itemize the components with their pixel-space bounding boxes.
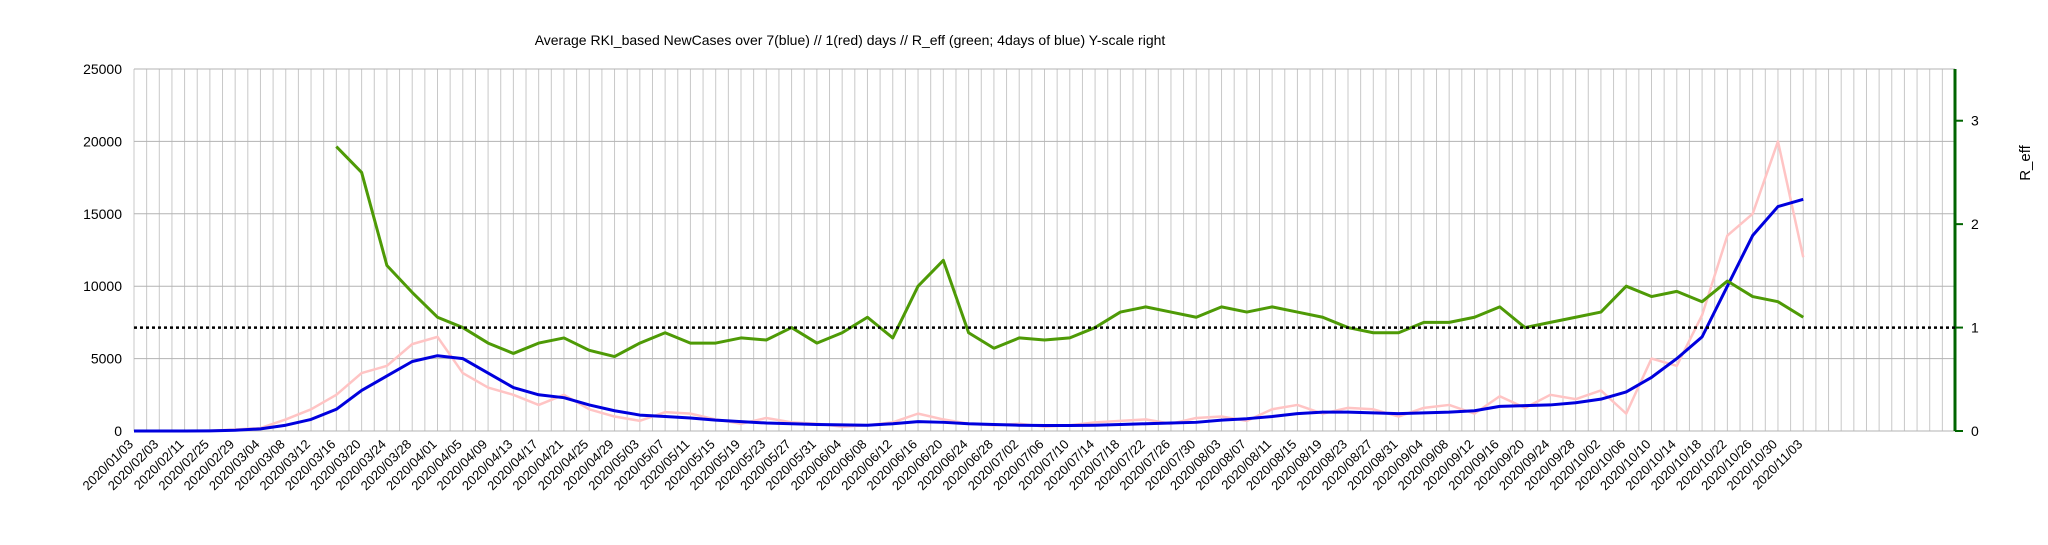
series-line [134, 197, 1804, 433]
y-tick-label: 15000 [83, 206, 122, 222]
y2-tick-label: 2 [1971, 216, 1979, 232]
y-tick-label: 10000 [83, 278, 122, 294]
y-tick-label: 25000 [83, 61, 122, 77]
y-tick-label: 5000 [91, 351, 122, 367]
y2-tick-label: 1 [1971, 320, 1979, 336]
y-tick-label: 0 [114, 423, 122, 439]
y-tick-label: 20000 [83, 133, 122, 149]
y2-tick-label: 3 [1971, 113, 1979, 129]
y2-tick-label: 0 [1971, 423, 1979, 439]
series-line [335, 145, 1805, 359]
chart-title: Average RKI_based NewCases over 7(blue) … [535, 32, 1166, 48]
y2-axis-label: R_eff [2017, 144, 2034, 180]
